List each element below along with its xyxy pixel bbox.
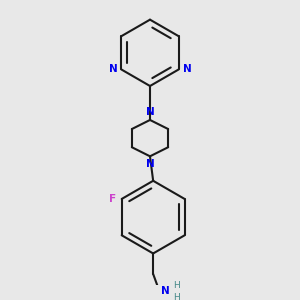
Text: N: N — [182, 64, 191, 74]
Text: N: N — [146, 159, 154, 169]
Text: H: H — [173, 281, 179, 290]
Text: N: N — [109, 64, 118, 74]
Text: H: H — [173, 292, 179, 300]
Text: N: N — [146, 107, 154, 117]
Text: F: F — [109, 194, 116, 204]
Text: N: N — [161, 286, 170, 296]
